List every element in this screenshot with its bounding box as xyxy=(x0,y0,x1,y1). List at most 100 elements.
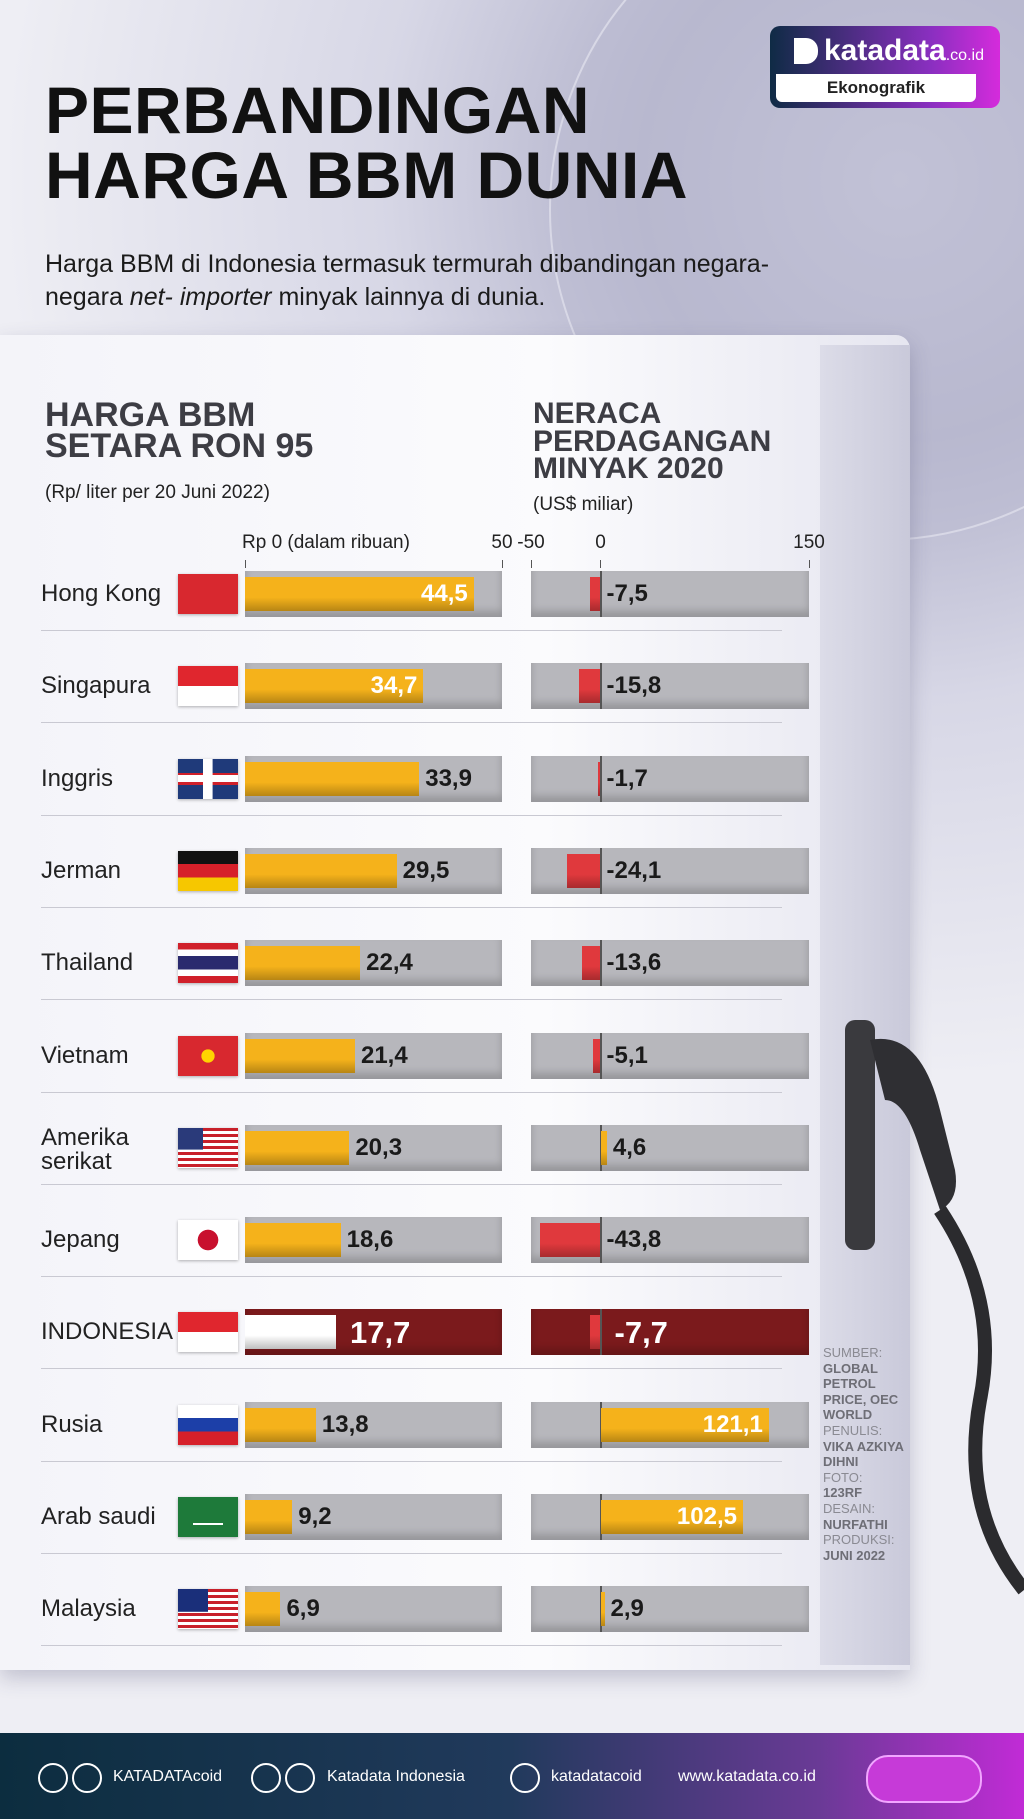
credit-label: PRODUKSI: xyxy=(823,1532,895,1548)
bar xyxy=(600,1592,605,1627)
footer-handle: Katadata Indonesia xyxy=(327,1768,465,1785)
credit-label: FOTO: xyxy=(823,1469,863,1485)
row-divider xyxy=(41,1368,782,1370)
credits: SUMBER: GLOBAL PETROL PRICE, OEC WORLD PEN… xyxy=(823,1345,918,1563)
zero-line xyxy=(599,755,602,802)
tick-mark xyxy=(501,560,503,568)
value-label: -7,7 xyxy=(614,1315,668,1351)
category-label: Jepang xyxy=(41,1226,120,1254)
value-label: 18,6 xyxy=(346,1226,394,1254)
flag xyxy=(178,943,238,984)
value-label: -5,1 xyxy=(606,1041,648,1069)
credit-value: 123RF xyxy=(823,1485,863,1501)
tick-mark xyxy=(808,560,810,568)
category-label: Rusia xyxy=(41,1410,103,1438)
bar xyxy=(245,1223,341,1258)
flag xyxy=(178,758,238,799)
value-label: -13,6 xyxy=(606,949,662,977)
bar-track xyxy=(245,1586,502,1633)
value-label: -1,7 xyxy=(606,764,648,792)
flag xyxy=(178,1404,238,1445)
value-label: 17,7 xyxy=(349,1315,411,1351)
bar xyxy=(598,761,601,796)
flag xyxy=(178,1127,238,1168)
instagram-icon xyxy=(510,1763,540,1793)
bar xyxy=(245,577,474,611)
x-tick-label: 50 xyxy=(491,532,513,553)
zero-line xyxy=(599,1309,602,1356)
zero-line xyxy=(599,847,602,894)
subtitle: Harga BBM di Indonesia termasuk termurah… xyxy=(45,248,785,313)
value-label: -24,1 xyxy=(606,856,662,884)
value-label: -7,5 xyxy=(606,580,648,607)
category-label: Jerman xyxy=(41,856,122,884)
value-label: 20,3 xyxy=(355,1133,403,1161)
license-badge xyxy=(866,1755,982,1803)
bar xyxy=(245,669,424,704)
logo-name: katadata xyxy=(824,34,946,67)
value-label: 22,4 xyxy=(366,949,413,977)
value-label: -43,8 xyxy=(606,1226,662,1254)
category-label: Inggris xyxy=(41,764,114,792)
row-divider xyxy=(41,1091,782,1093)
zero-line xyxy=(599,1032,602,1079)
bar xyxy=(245,853,397,888)
value-label: 21,4 xyxy=(360,1041,408,1069)
category-label: Arab saudi xyxy=(41,1503,156,1530)
bar xyxy=(245,1500,293,1534)
zero-line xyxy=(599,1217,602,1264)
row-divider xyxy=(41,722,782,724)
x-tick-label: Rp 0 (dalam ribuan) xyxy=(242,532,410,553)
facebook-icon xyxy=(251,1763,281,1793)
flag xyxy=(178,1220,238,1261)
bar xyxy=(245,1130,350,1165)
value-label: 29,5 xyxy=(402,856,450,884)
bar xyxy=(245,761,420,796)
value-label: -15,8 xyxy=(606,672,662,700)
zero-line xyxy=(599,940,602,987)
tick-mark xyxy=(244,560,246,568)
credit-value: VIKA AZKIYA DIHNI xyxy=(823,1438,904,1470)
row-divider xyxy=(41,630,782,631)
category-label: Singapura xyxy=(41,672,151,700)
bar-track xyxy=(531,1586,809,1633)
bar-track xyxy=(531,940,809,987)
row-divider xyxy=(41,1553,782,1554)
bar xyxy=(600,1500,743,1534)
bar xyxy=(567,853,601,888)
logo-text: katadata.co.id xyxy=(824,34,984,68)
category-label: Hong Kong xyxy=(41,580,162,607)
bar xyxy=(245,1038,355,1073)
flag xyxy=(178,1497,238,1537)
tick-mark xyxy=(600,560,601,568)
title: PERBANDINGAN HARGA BBM DUNIA xyxy=(45,73,689,212)
zero-line xyxy=(599,663,602,710)
bar xyxy=(600,1407,769,1442)
credit-value: NURFATHI xyxy=(823,1516,888,1532)
flag xyxy=(178,1589,238,1630)
logo-icon xyxy=(794,38,818,64)
bar xyxy=(245,1315,336,1350)
chart-title: NERACA PERDAGANGAN MINYAK 2020 xyxy=(533,397,772,486)
category-label: Vietnam xyxy=(41,1041,129,1069)
footer-handle: katadatacoid xyxy=(551,1768,642,1785)
bar-track xyxy=(531,1032,809,1079)
pump-column xyxy=(820,345,910,1665)
flag xyxy=(178,574,238,614)
value-label: 33,9 xyxy=(425,764,472,792)
flag xyxy=(178,666,238,707)
credit-label: PENULIS: xyxy=(823,1422,883,1438)
value-label: 2,9 xyxy=(610,1595,644,1623)
flag xyxy=(178,1035,238,1076)
value-label: 102,5 xyxy=(676,1503,737,1530)
subtitle-emphasis: net- importer xyxy=(129,282,272,311)
bar xyxy=(578,669,601,704)
bar xyxy=(589,1315,601,1350)
bar-track xyxy=(531,755,809,802)
bar xyxy=(593,1038,601,1073)
zero-line xyxy=(599,571,602,617)
row-divider xyxy=(41,1460,782,1462)
logo-tag: Ekonografik xyxy=(776,74,976,102)
bar-track xyxy=(531,1309,809,1356)
